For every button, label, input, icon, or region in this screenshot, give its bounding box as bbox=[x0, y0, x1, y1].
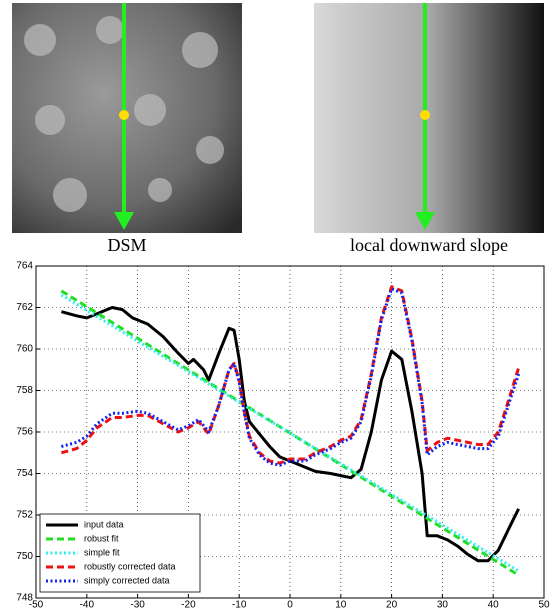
y-tick-label: 762 bbox=[16, 302, 33, 313]
x-tick-label: -30 bbox=[130, 600, 145, 610]
slope-image bbox=[314, 3, 544, 233]
figure: DSM local downward slope -50-40-30-20-10… bbox=[0, 0, 554, 610]
y-tick-label: 748 bbox=[16, 593, 33, 604]
image-caption: DSM bbox=[107, 235, 146, 255]
y-tick-label: 750 bbox=[16, 551, 33, 562]
dsm-image bbox=[12, 3, 242, 233]
x-tick-label: -20 bbox=[181, 600, 196, 610]
x-tick-label: -40 bbox=[80, 600, 95, 610]
y-tick-label: 756 bbox=[16, 427, 33, 438]
legend-label: simple fit bbox=[84, 547, 120, 557]
y-tick-label: 752 bbox=[16, 510, 33, 521]
y-tick-label: 758 bbox=[16, 385, 33, 396]
y-tick-label: 760 bbox=[16, 344, 33, 355]
x-tick-label: 0 bbox=[287, 600, 293, 610]
legend-label: robust fit bbox=[84, 533, 119, 543]
image-caption: local downward slope bbox=[350, 235, 508, 255]
x-tick-label: 40 bbox=[488, 600, 500, 610]
legend-label: robustly corrected data bbox=[84, 561, 176, 571]
x-tick-label: 10 bbox=[335, 600, 347, 610]
figure-svg: DSM local downward slope -50-40-30-20-10… bbox=[0, 0, 554, 610]
legend-label: simply corrected data bbox=[84, 575, 170, 585]
y-tick-label: 764 bbox=[16, 261, 33, 272]
x-tick-label: 50 bbox=[538, 600, 550, 610]
x-tick-label: 30 bbox=[437, 600, 449, 610]
x-tick-label: -10 bbox=[232, 600, 247, 610]
x-tick-label: 20 bbox=[386, 600, 398, 610]
legend-label: input data bbox=[84, 519, 124, 529]
y-tick-label: 754 bbox=[16, 468, 33, 479]
